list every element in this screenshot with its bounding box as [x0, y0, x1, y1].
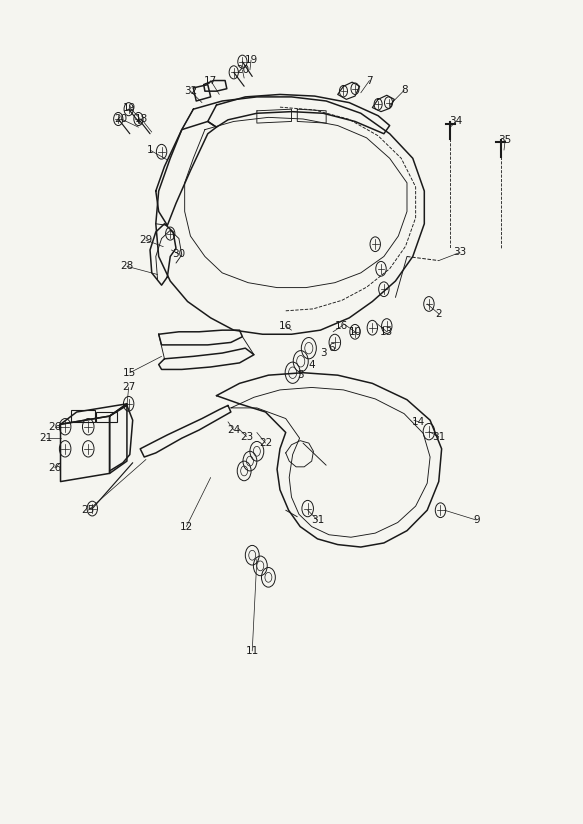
Text: 26: 26	[48, 462, 61, 473]
Text: 16: 16	[279, 321, 292, 331]
Text: 32: 32	[184, 87, 197, 96]
Text: 7: 7	[366, 76, 373, 86]
Text: 22: 22	[259, 438, 272, 448]
Text: 25: 25	[82, 505, 95, 515]
Text: 13: 13	[380, 327, 394, 337]
Text: 23: 23	[240, 432, 253, 442]
Text: 15: 15	[123, 368, 136, 377]
Text: 1: 1	[147, 145, 153, 155]
Text: 28: 28	[120, 261, 134, 271]
Text: 6: 6	[329, 343, 335, 353]
Text: 30: 30	[173, 249, 185, 259]
Text: 27: 27	[122, 382, 135, 392]
Text: 19: 19	[244, 55, 258, 65]
Text: 20: 20	[236, 65, 249, 75]
Text: 24: 24	[227, 425, 240, 435]
Text: 26: 26	[48, 422, 61, 432]
Text: 16: 16	[335, 321, 349, 331]
Text: 12: 12	[180, 522, 193, 531]
Text: 20: 20	[115, 114, 128, 124]
Text: 29: 29	[139, 235, 153, 245]
Text: 8: 8	[401, 86, 408, 96]
Text: 35: 35	[498, 135, 512, 145]
Text: 21: 21	[40, 433, 52, 443]
Text: 5: 5	[297, 370, 304, 380]
Text: 14: 14	[412, 417, 425, 427]
Text: 11: 11	[245, 646, 259, 656]
Text: 2: 2	[436, 309, 442, 319]
Text: 31: 31	[432, 432, 445, 442]
Text: 33: 33	[454, 247, 467, 257]
Text: 31: 31	[311, 515, 324, 525]
Text: 19: 19	[123, 102, 136, 113]
Text: 4: 4	[308, 359, 315, 369]
Text: 9: 9	[473, 515, 480, 525]
Text: 3: 3	[320, 348, 326, 358]
Text: 10: 10	[349, 327, 361, 337]
Text: 18: 18	[135, 114, 148, 124]
Text: 17: 17	[204, 76, 217, 86]
Text: 34: 34	[449, 116, 463, 126]
